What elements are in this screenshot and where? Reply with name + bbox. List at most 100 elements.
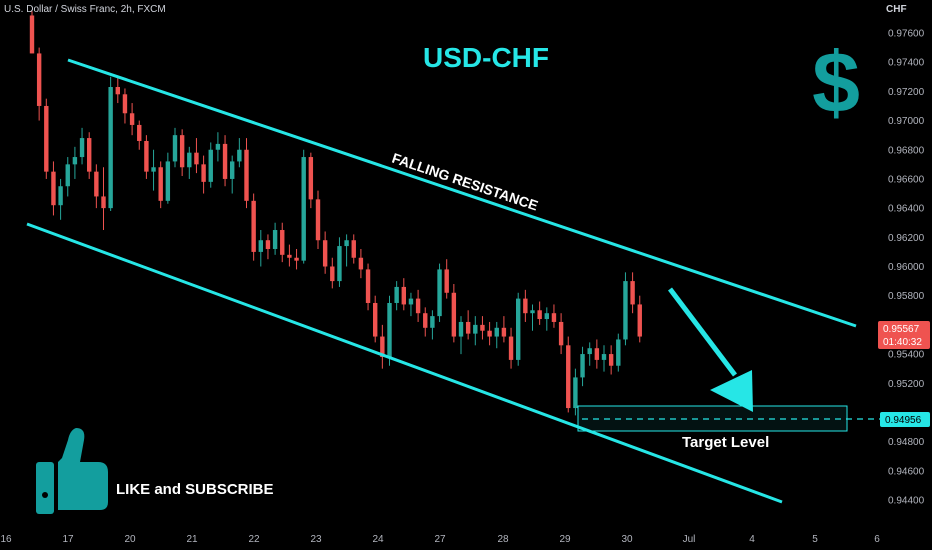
y-tick-label: 0.96400 (888, 204, 925, 215)
candle-body (480, 324, 485, 331)
candle-body (187, 152, 192, 168)
candle-body (51, 171, 56, 206)
candle-body (544, 313, 549, 320)
candle-body (344, 240, 349, 247)
candle-body (566, 345, 571, 409)
current-price-tag (878, 321, 930, 349)
y-tick-label: 0.95800 (888, 291, 925, 302)
candle-body (194, 152, 199, 165)
y-tick-label: 0.95200 (888, 379, 925, 390)
candle-body (44, 105, 49, 172)
candle-body (94, 171, 99, 197)
candle-body (415, 298, 421, 314)
x-tick-label: 21 (186, 534, 198, 545)
candle-body (129, 113, 135, 125)
target-price-label: 0.94956 (885, 415, 922, 426)
x-tick-label: 23 (310, 534, 322, 545)
x-tick-label: 17 (62, 534, 74, 545)
y-tick-label: 0.94400 (888, 496, 925, 507)
candle-body (87, 138, 92, 172)
candle-body (358, 257, 364, 270)
x-tick-label: 29 (559, 534, 571, 545)
countdown-label: 01:40:32 (883, 337, 922, 348)
candle-body (616, 339, 621, 366)
y-tick-label: 0.97000 (888, 116, 925, 127)
thumb-cuff (36, 462, 54, 514)
pair-title: USD-CHF (423, 42, 549, 73)
x-tick-label: 16 (0, 534, 12, 545)
candle-body (458, 321, 464, 337)
candle-body (251, 200, 256, 252)
candle-body (144, 140, 149, 172)
candle-body (36, 53, 42, 106)
candle-body (301, 157, 306, 261)
candle-body (330, 266, 335, 282)
candle-body (573, 377, 578, 409)
target-arrow-head (710, 370, 753, 412)
candle-body (237, 149, 242, 162)
candle-body (530, 310, 535, 314)
thumb-hand (58, 428, 108, 510)
candle-body (394, 286, 399, 303)
candle-body (322, 240, 328, 267)
candle-body (408, 298, 414, 305)
candle-body (387, 302, 392, 357)
current-price-label: 0.95567 (883, 324, 920, 335)
target-price-tag (880, 412, 930, 427)
candle-body (222, 143, 228, 179)
candle-body (537, 310, 542, 320)
candle-body (122, 94, 128, 114)
candle-body (401, 286, 406, 305)
x-tick-label: 22 (248, 534, 260, 545)
y-tick-label: 0.96600 (888, 174, 925, 185)
x-tick-label: Jul (683, 534, 696, 545)
candle-body (115, 86, 120, 95)
candle-body (65, 164, 70, 187)
candle-body (587, 348, 592, 355)
y-tick-label: 0.96800 (888, 145, 925, 156)
y-tick-label: 0.97400 (888, 58, 925, 69)
candle-body (58, 186, 63, 206)
candle-body (287, 254, 292, 258)
symbol-header: U.S. Dollar / Swiss Franc, 2h, FXCM (4, 4, 166, 15)
candle-body (294, 257, 299, 261)
candle-body (72, 157, 78, 165)
target-level-label: Target Level (682, 434, 769, 451)
candle-body (265, 240, 271, 249)
candle-body (501, 327, 507, 337)
candle-body (523, 298, 528, 314)
candle-body (230, 161, 235, 179)
candle-body (158, 167, 163, 201)
like-subscribe-label: LIKE and SUBSCRIBE (116, 481, 274, 498)
falling-resistance-line (67, 58, 857, 328)
y-tick-label: 0.94600 (888, 466, 925, 477)
candle-body (101, 196, 106, 209)
candle-body (315, 199, 321, 241)
candle-body (258, 240, 263, 252)
x-tick-label: 6 (874, 534, 880, 545)
candle-body (608, 354, 614, 366)
candle-body (637, 304, 642, 337)
candle-body (444, 269, 449, 293)
candle-body (594, 348, 600, 360)
x-tick-label: 4 (749, 534, 755, 545)
candle-body (308, 157, 314, 200)
y-tick-label: 0.96200 (888, 233, 925, 244)
candle-body (623, 281, 628, 340)
y-tick-label: 0.97600 (888, 29, 925, 40)
candle-body (137, 124, 142, 141)
candle-body (558, 321, 564, 346)
candle-body (430, 316, 435, 328)
candle-body (208, 149, 213, 182)
x-tick-label: 5 (812, 534, 818, 545)
x-tick-label: 27 (434, 534, 446, 545)
candle-body (108, 86, 113, 209)
candle-body (179, 135, 185, 168)
candle-body (272, 230, 278, 249)
candle-body (365, 269, 371, 303)
dollar-sign-icon: $ (812, 35, 860, 131)
candle-body (437, 269, 442, 317)
x-tick-label: 20 (124, 534, 136, 545)
candle-body (337, 246, 342, 282)
